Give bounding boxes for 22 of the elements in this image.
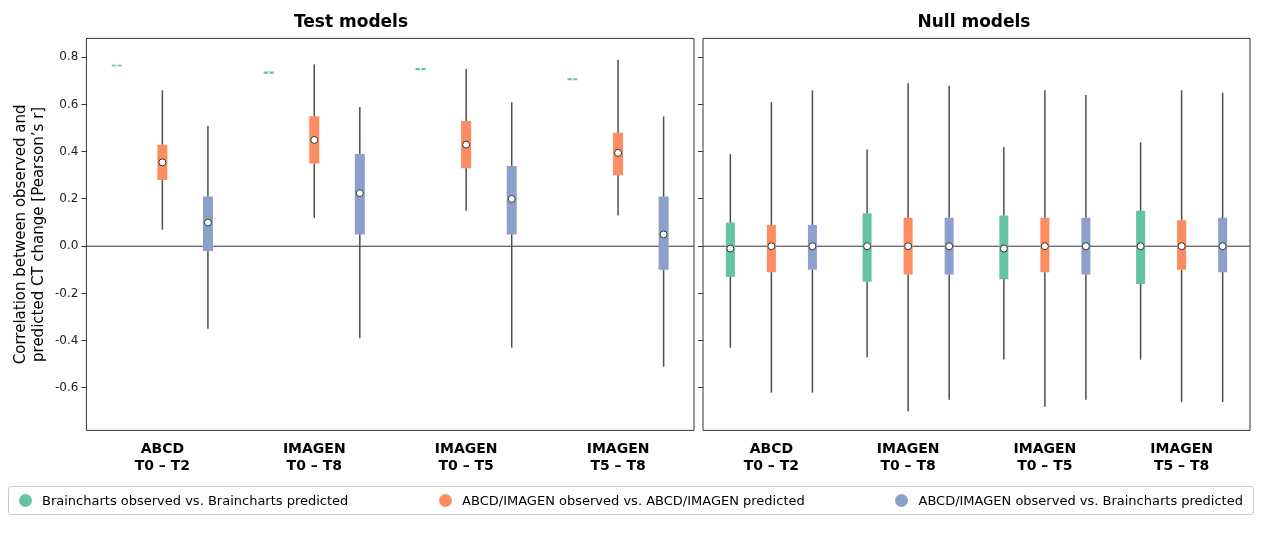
y-tick-label: 0.6 [59, 96, 79, 111]
y-axis-title: Correlation between observed and predicted CT change [Pearson’s r] [10, 104, 47, 365]
y-tick-label: 0.4 [59, 143, 79, 158]
x-tick-label: IMAGEN T0 – T5 [1013, 440, 1077, 474]
chart-title: Test models [293, 10, 409, 31]
y-tick-label: 0.2 [59, 191, 79, 206]
y-tick-label: -0.6 [54, 380, 79, 395]
x-tick-label: IMAGEN T0 – T8 [282, 440, 346, 474]
x-tick-label: IMAGEN T0 – T8 [876, 440, 940, 474]
x-tick-label: IMAGEN T0 – T5 [434, 440, 498, 474]
x-tick-label: ABCD T0 – T2 [134, 440, 191, 474]
y-tick-label: 0.8 [59, 49, 79, 64]
y-tick-label: 0.0 [59, 238, 79, 253]
y-tick-label: -0.2 [54, 285, 79, 300]
y-tick-label: -0.4 [54, 332, 79, 347]
x-tick-label: IMAGEN T5 – T8 [586, 440, 650, 474]
legend-label: ABCD/IMAGEN observed vs. ABCD/IMAGEN predicted [462, 493, 805, 508]
x-tick-label: ABCD T0 – T2 [743, 440, 800, 474]
legend-label: ABCD/IMAGEN observed vs. Braincharts predicted [918, 493, 1243, 508]
x-tick-label: IMAGEN T5 – T8 [1150, 440, 1213, 474]
legend-label: Braincharts observed vs. Braincharts predicted [42, 493, 349, 508]
chart-title: Null models [917, 10, 1031, 31]
